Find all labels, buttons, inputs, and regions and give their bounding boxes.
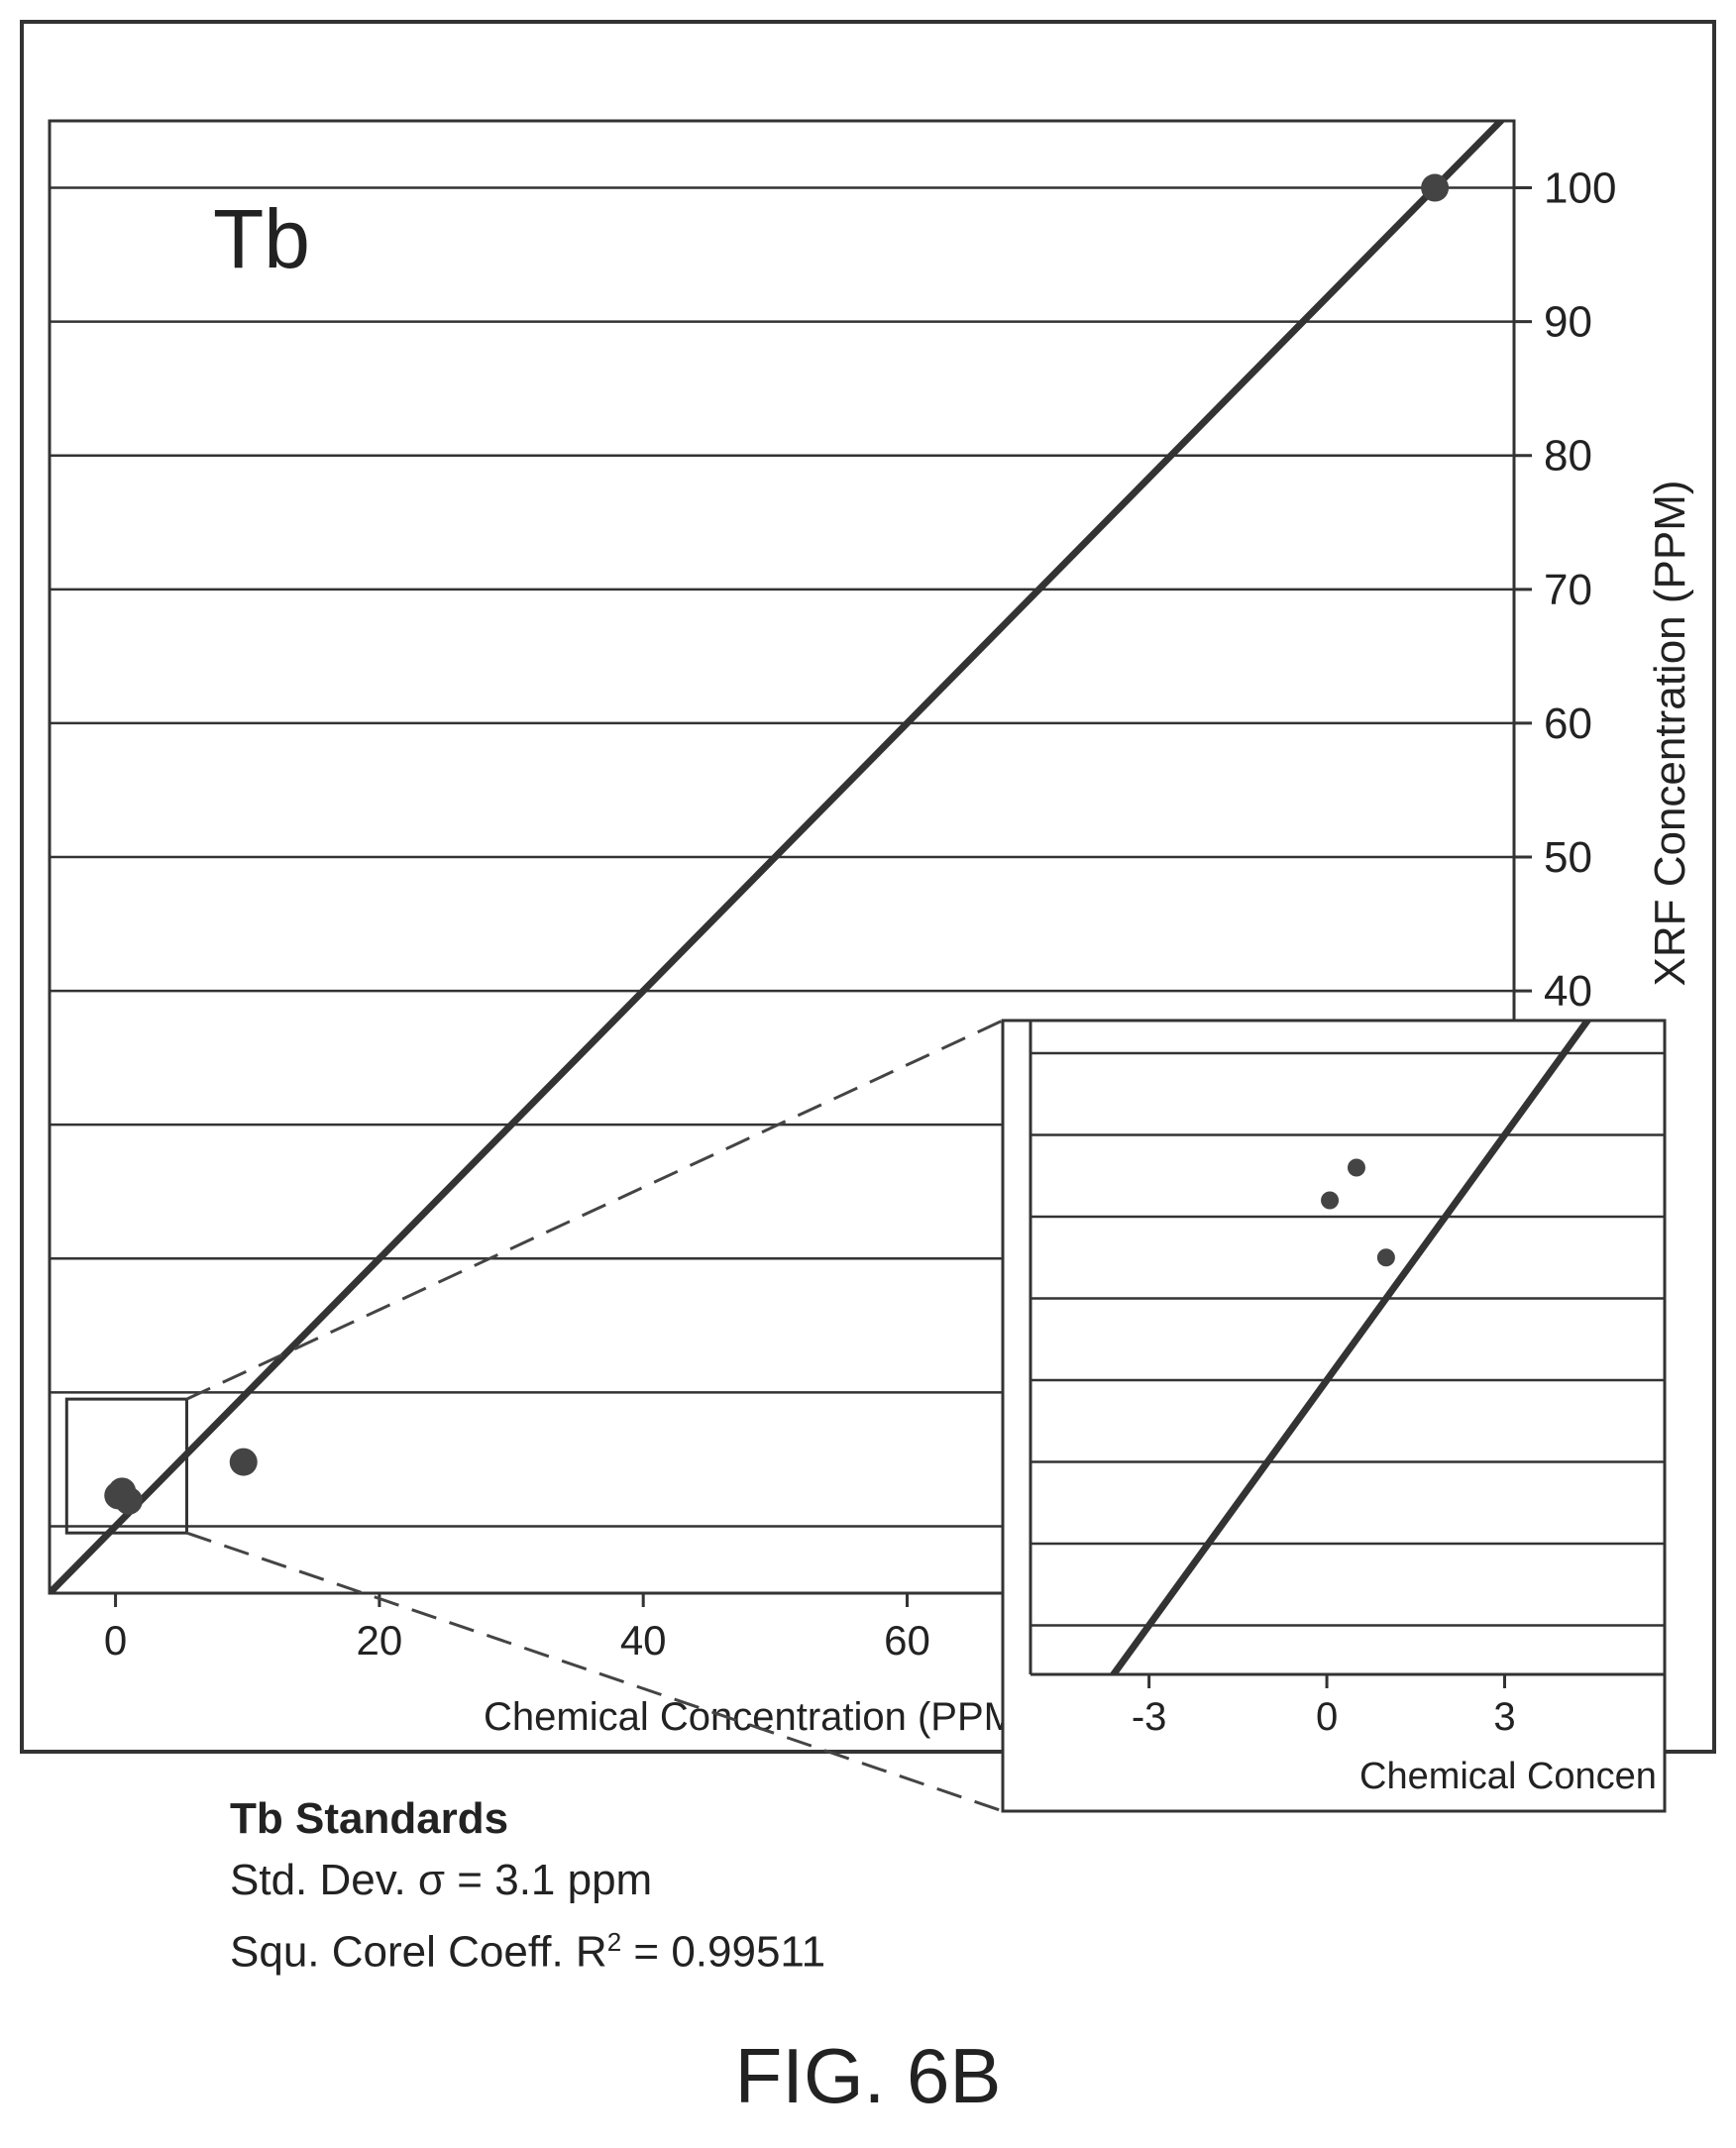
y-tick-label: 90 [1544,298,1592,347]
r2-prefix: Squ. Corel Coeff. R [230,1927,607,1977]
y-tick-label: 80 [1544,432,1592,481]
figure-label: FIG. 6B [734,2032,1002,2119]
y-tick-label: 50 [1544,833,1592,882]
zoom-region-box [64,1397,188,1535]
stats-title: Tb Standards [230,1794,509,1843]
y-tick-label: 100 [1544,164,1616,213]
outer-frame [20,20,1716,1754]
x-tick-label: 40 [620,1617,667,1664]
r2-value: = 0.99511 [621,1927,826,1977]
y-tick-label: 40 [1544,967,1592,1016]
data-point [1421,173,1450,202]
y-tick-label: 70 [1544,566,1592,614]
inset-plot: -3 0 3 Chemical Concen [1001,1019,1667,1813]
panel-label: Tb [213,192,310,285]
x-tick-label: 0 [104,1617,127,1664]
zoom-connector-lines [185,1019,1004,1813]
main-plot: 100 90 80 70 60 50 40 0 20 40 60 Tb XRF Concentra… [48,119,1694,1739]
fit-line [50,121,1506,1593]
std-dev-text: Std. Dev. σ = 3.1 ppm [230,1856,653,1904]
inset-x-tick-label: 3 [1493,1695,1515,1739]
x-tick-label: 60 [884,1617,930,1664]
r2-text: Squ. Corel Coeff. R2 = 0.99511 [230,1911,825,1984]
r2-superscript: 2 [606,1927,622,1957]
inset-data-point [1321,1191,1340,1210]
inset-x-tick-label: -3 [1132,1695,1167,1739]
inset-fit-line [1109,1020,1592,1674]
data-point [229,1448,258,1476]
y-tick-label: 60 [1544,699,1592,748]
data-point [114,1486,143,1515]
inset-outer-frame [1001,1019,1667,1813]
inset-data-point [1347,1158,1365,1177]
inset-x-tick-label: 0 [1316,1695,1338,1739]
y-axis-label: XRF Concentration (PPM) [1646,480,1694,986]
x-tick-label: 20 [357,1617,403,1664]
stats-block: Tb Standards Std. Dev. σ = 3.1 ppm Squ. … [230,1788,825,1984]
x-axis-label: Chemical Concentration (PPM [484,1695,1017,1739]
inset-x-axis-label: Chemical Concen [1359,1756,1657,1797]
inset-data-point [1376,1248,1395,1267]
